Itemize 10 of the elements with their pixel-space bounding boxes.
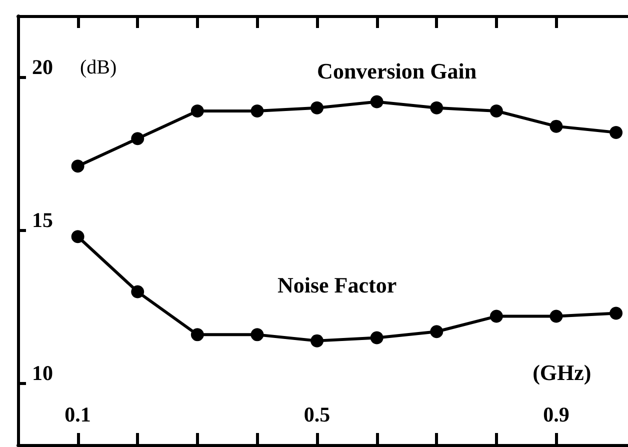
x-tick-label: 0.5 (304, 402, 330, 426)
x-tick-label: 0.1 (64, 402, 91, 426)
y-axis-title: (dB) (80, 56, 117, 78)
x-axis-title: (GHz) (532, 360, 592, 386)
series-label: Noise Factor (277, 272, 397, 298)
y-tick-label: 15 (32, 208, 53, 232)
series-label: Conversion Gain (317, 58, 477, 84)
x-tick-label: 0.9 (543, 402, 570, 426)
y-tick-label: 20 (32, 54, 53, 79)
y-tick-label: 10 (32, 361, 53, 386)
